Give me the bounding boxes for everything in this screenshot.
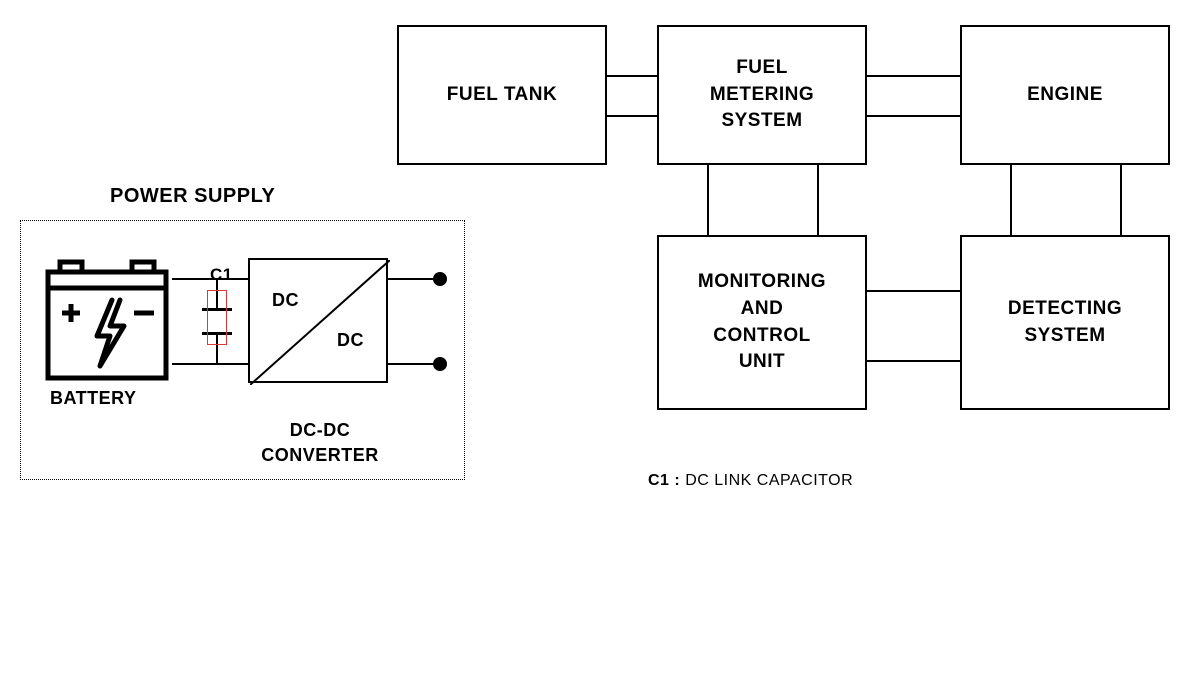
converter-label: DC-DC CONVERTER [240, 394, 400, 467]
capacitor-tag: C1 [210, 265, 233, 285]
battery-icon [42, 258, 172, 383]
edge-line [867, 290, 960, 292]
edge-line [1120, 165, 1122, 235]
node-converter: DC DC [248, 258, 388, 383]
node-monitoring: MONITORING AND CONTROL UNIT [657, 235, 867, 410]
converter-dc-bottom: DC [337, 328, 364, 353]
label-text: DC-DC CONVERTER [261, 420, 379, 464]
legend: C1 : DC LINK CAPACITOR [648, 472, 853, 490]
edge-line [867, 75, 960, 77]
edge-line [707, 165, 709, 235]
edge-line [1010, 165, 1012, 235]
node-label: MONITORING AND CONTROL UNIT [698, 269, 826, 375]
capacitor-outline [207, 290, 227, 345]
label-text: C1 [210, 265, 233, 284]
node-engine: ENGINE [960, 25, 1170, 165]
output-terminal [433, 357, 447, 371]
node-fuel-tank: FUEL TANK [397, 25, 607, 165]
legend-key: C1 : [648, 472, 680, 489]
converter-dc-top: DC [272, 288, 299, 313]
edge-line [867, 115, 960, 117]
edge-line [867, 360, 960, 362]
edge-line [817, 165, 819, 235]
node-label: FUEL METERING SYSTEM [710, 55, 814, 135]
edge-line [607, 75, 657, 77]
internal-line [172, 363, 248, 365]
edge-line [607, 115, 657, 117]
diagram-stage: FUEL TANK FUEL METERING SYSTEM ENGINE MO… [0, 0, 1200, 675]
legend-value: DC LINK CAPACITOR [685, 472, 853, 489]
label-text: BATTERY [50, 388, 137, 408]
label-text: POWER SUPPLY [110, 185, 275, 207]
node-label: ENGINE [1027, 82, 1103, 109]
node-label: FUEL TANK [447, 82, 557, 109]
power-supply-title: POWER SUPPLY [110, 185, 275, 208]
node-label: DETECTING SYSTEM [1008, 296, 1122, 349]
node-fuel-metering: FUEL METERING SYSTEM [657, 25, 867, 165]
node-detecting: DETECTING SYSTEM [960, 235, 1170, 410]
output-terminal [433, 272, 447, 286]
battery-label: BATTERY [50, 388, 137, 409]
